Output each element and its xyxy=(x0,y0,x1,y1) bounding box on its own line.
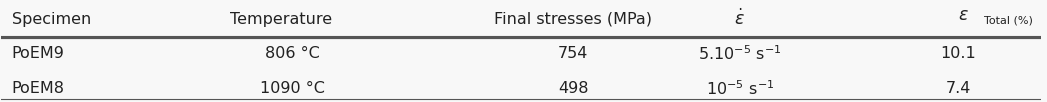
Text: $\varepsilon$: $\varepsilon$ xyxy=(958,6,968,24)
Text: 806 °C: 806 °C xyxy=(265,47,320,62)
Text: Final stresses (MPa): Final stresses (MPa) xyxy=(494,12,652,27)
Text: 5.10$^{-5}$ s$^{-1}$: 5.10$^{-5}$ s$^{-1}$ xyxy=(698,45,782,63)
Text: PoEM9: PoEM9 xyxy=(12,47,65,62)
Text: Total (%): Total (%) xyxy=(984,15,1033,25)
Text: PoEM8: PoEM8 xyxy=(12,81,65,96)
Text: Temperature: Temperature xyxy=(230,12,332,27)
Text: 498: 498 xyxy=(558,81,588,96)
Text: 1090 °C: 1090 °C xyxy=(260,81,325,96)
Text: 754: 754 xyxy=(558,47,588,62)
Text: $\dot{\varepsilon}$: $\dot{\varepsilon}$ xyxy=(734,9,745,29)
Text: 10.1: 10.1 xyxy=(940,47,976,62)
Text: 7.4: 7.4 xyxy=(945,81,971,96)
Text: Specimen: Specimen xyxy=(12,12,91,27)
Text: 10$^{-5}$ s$^{-1}$: 10$^{-5}$ s$^{-1}$ xyxy=(706,79,774,98)
